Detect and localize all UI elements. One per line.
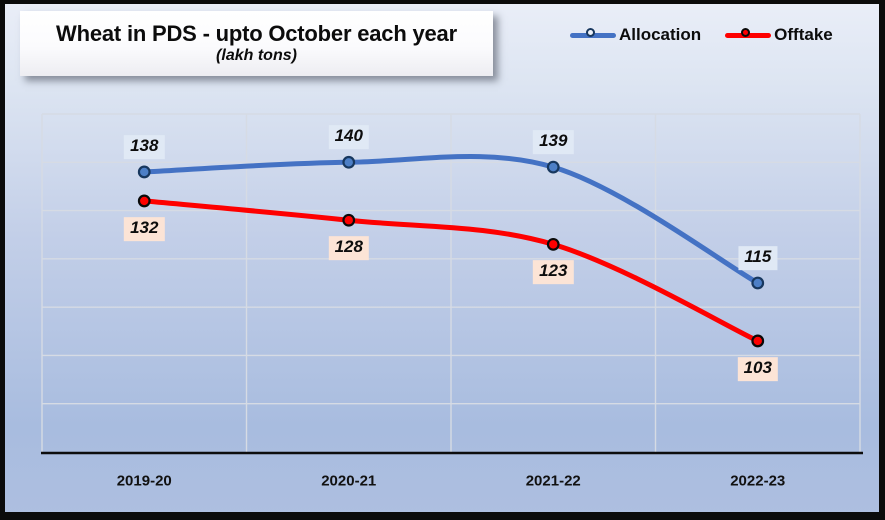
offtake-data-label: 128 — [328, 236, 369, 261]
allocation-data-label: 140 — [328, 125, 369, 150]
offtake-line — [141, 198, 761, 344]
chart-subtitle: (lakh tons) — [216, 47, 297, 65]
offtake-data-point-marker — [342, 213, 356, 227]
offtake-data-label: 103 — [737, 357, 778, 381]
offtake-data-point-marker — [546, 237, 560, 251]
allocation-data-label: 139 — [533, 130, 574, 154]
allocation-data-label: 138 — [124, 135, 165, 159]
offtake-data-point-marker — [137, 194, 151, 208]
x-axis-label: 2019-20 — [116, 472, 172, 490]
offtake-data-point-marker — [751, 334, 765, 348]
x-axis-label: 2021-22 — [525, 472, 581, 490]
legend-label-allocation: Allocation — [619, 25, 702, 44]
allocation-data-point-marker — [751, 276, 765, 290]
legend-item-allocation: Allocation — [570, 24, 701, 46]
allocation-line — [141, 153, 761, 286]
legend: Allocation Offtake — [570, 24, 833, 46]
legend-item-offtake: Offtake — [725, 24, 833, 46]
x-axis-label: 2020-21 — [321, 472, 377, 490]
offtake-line-marker-icon — [725, 24, 772, 46]
x-axis-label: 2022-23 — [730, 472, 786, 490]
allocation-data-point-marker — [342, 155, 356, 169]
allocation-data-point-marker — [137, 165, 151, 179]
offtake-data-label: 132 — [124, 217, 165, 241]
title-box: Wheat in PDS - upto October each year (l… — [20, 11, 493, 76]
offtake-data-label: 123 — [533, 260, 574, 285]
legend-label-offtake: Offtake — [774, 25, 833, 44]
allocation-line-marker-icon — [570, 24, 616, 46]
allocation-data-label: 115 — [738, 246, 778, 270]
chart-title: Wheat in PDS - upto October each year — [56, 21, 457, 47]
allocation-data-point-marker — [546, 160, 560, 174]
